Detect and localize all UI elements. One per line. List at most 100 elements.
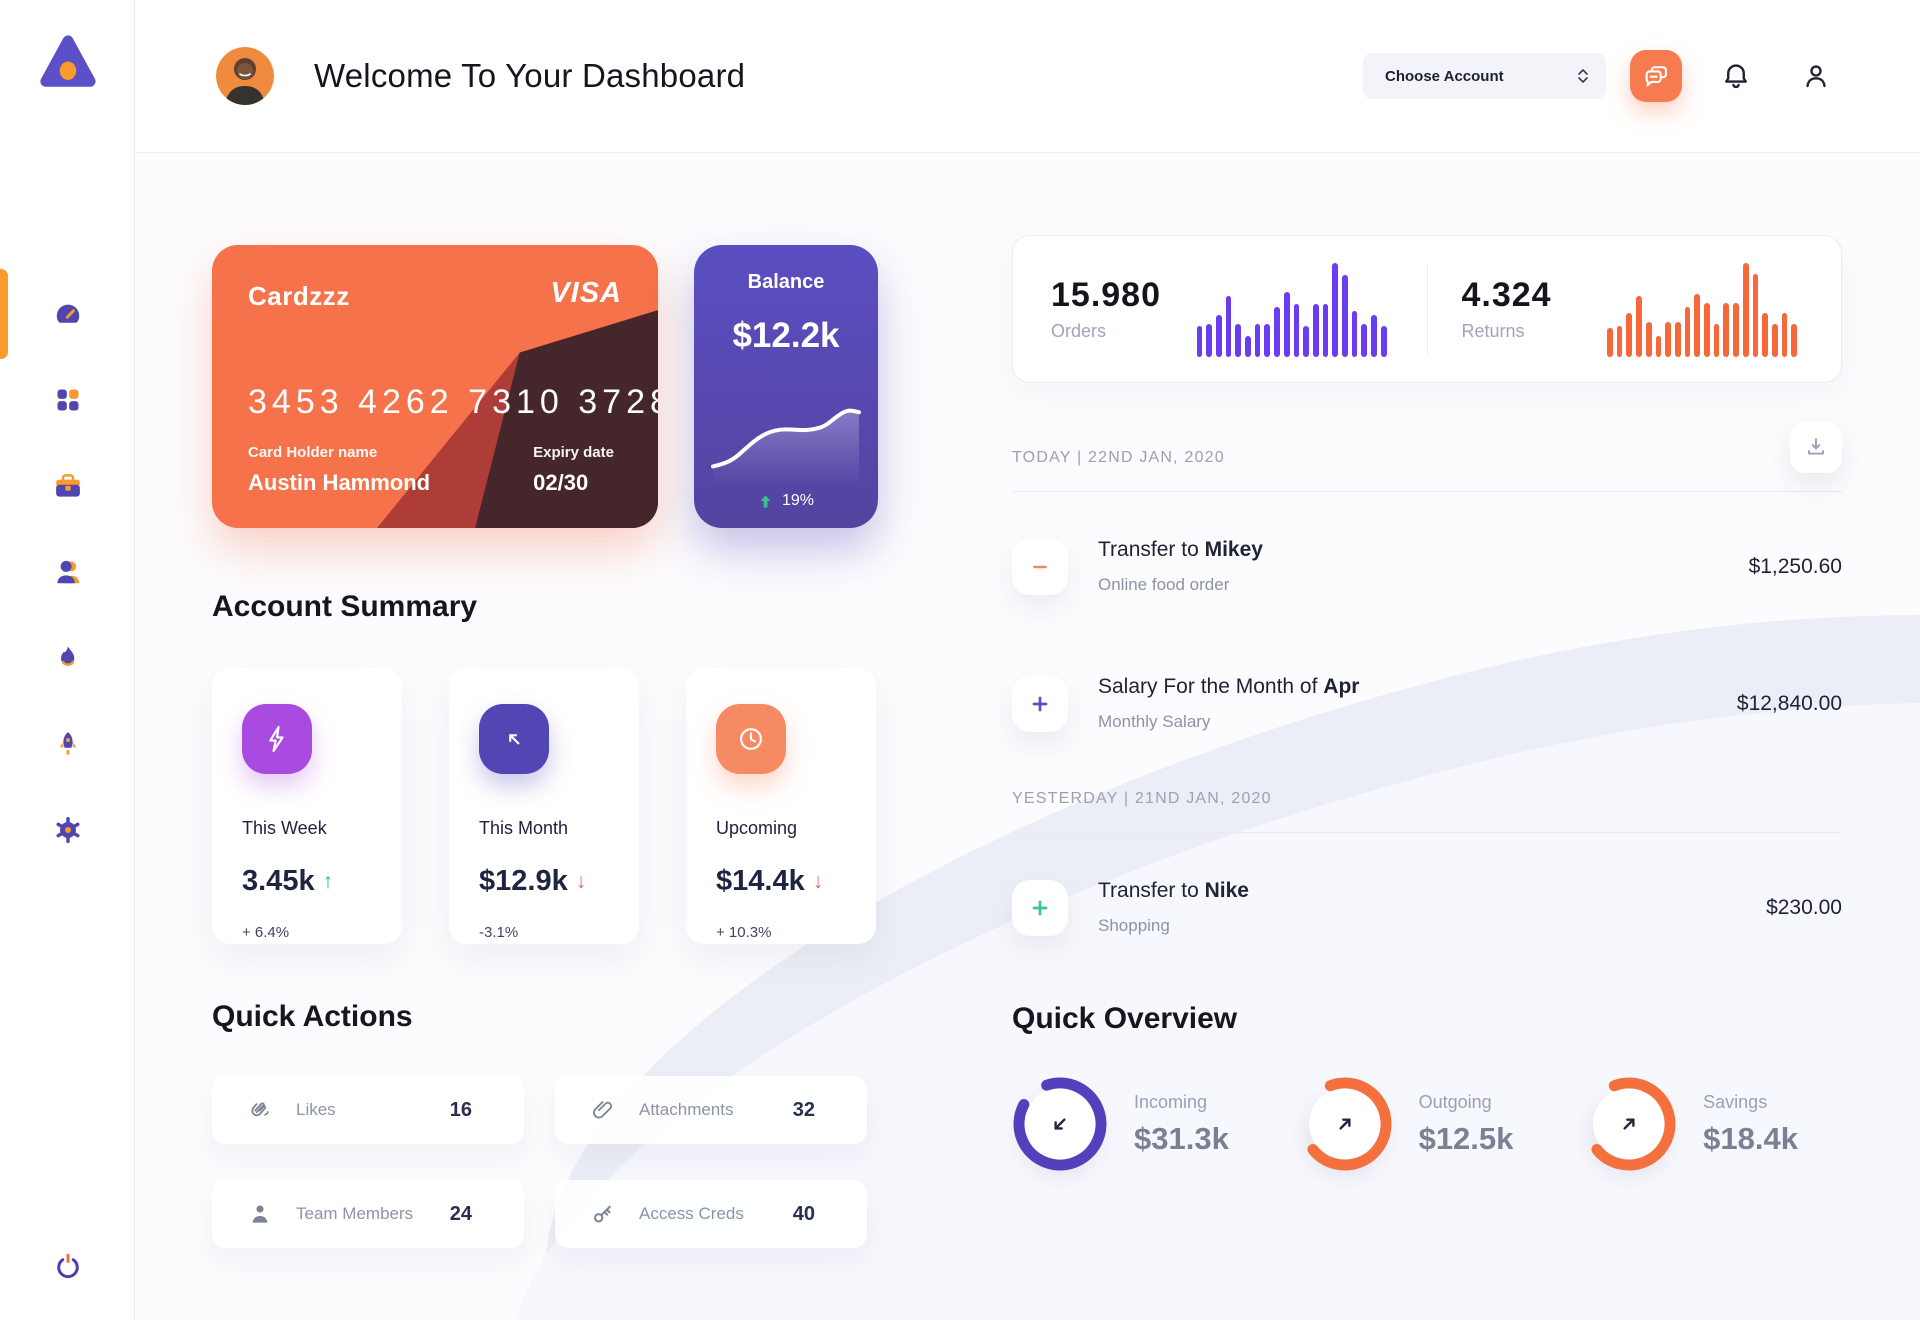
briefcase-icon (55, 474, 80, 497)
card-expiry-value: 02/30 (533, 470, 589, 495)
plus-icon (1012, 675, 1068, 732)
quick-action-likes[interactable]: Likes 16 (212, 1076, 524, 1144)
sidebar-item-team[interactable] (0, 543, 135, 601)
sidebar-item-dashboard[interactable] (0, 269, 135, 359)
quick-action-access-creds[interactable]: Access Creds 40 (555, 1180, 867, 1248)
transaction-subtitle: Monthly Salary (1098, 712, 1211, 731)
clock-icon (716, 704, 786, 774)
summary-delta: + 10.3% (716, 924, 772, 941)
logo-triangle-icon (39, 35, 96, 87)
trend-down-icon: ↓ (575, 869, 587, 893)
quick-action-label: Access Creds (639, 1204, 744, 1223)
visa-logo: VISA (550, 277, 622, 309)
balance-card: Balance $12.2k 19% (694, 245, 878, 528)
quick-action-label: Attachments (639, 1100, 734, 1119)
rocket-icon (59, 732, 76, 755)
transaction-row-salary[interactable]: Salary For the Month of Apr Monthly Sala… (1012, 675, 1842, 732)
overview-label: Outgoing (1418, 1091, 1492, 1112)
clap-icon (246, 1097, 274, 1123)
notifications-button[interactable] (1710, 50, 1762, 102)
savings-donut-chart (1581, 1076, 1677, 1172)
quick-action-count: 16 (449, 1098, 472, 1121)
card-holder-label: Card Holder name (248, 444, 378, 461)
transaction-amount: $12,840.00 (1736, 691, 1842, 715)
stats-divider (1426, 263, 1428, 355)
overview-value: $12.5k (1418, 1120, 1514, 1156)
key-icon (589, 1201, 617, 1227)
quick-action-label: Likes (296, 1100, 336, 1119)
returns-value: 4.324 (1461, 276, 1552, 314)
sidebar-item-apps[interactable] (0, 371, 135, 429)
orders-label: Orders (1051, 321, 1107, 341)
orders-mini-chart (1196, 261, 1387, 357)
summary-label: This Week (242, 818, 327, 838)
chat-icon (1645, 66, 1667, 88)
quick-actions-grid: Likes 16 Attachments 32 (212, 1076, 878, 1248)
trend-up-icon (760, 494, 771, 508)
right-column: 15.980 Orders 4.324 Returns TODAY | 22ND… (1012, 235, 1842, 1172)
account-selector[interactable]: Choose Account (1363, 53, 1606, 99)
messages-button[interactable] (1630, 50, 1682, 102)
sidebar-item-launch[interactable] (0, 715, 135, 773)
logout-button[interactable] (0, 1252, 135, 1282)
diagonal-arrow-icon (479, 704, 549, 774)
transaction-row-mikey[interactable]: Transfer to Mikey Online food order $1,2… (1012, 538, 1842, 595)
avatar-photo (216, 47, 274, 105)
today-date-label: TODAY | 22ND JAN, 2020 (1012, 449, 1225, 466)
balance-title: Balance (747, 271, 825, 293)
minus-icon (1012, 538, 1068, 595)
sidebar-nav (0, 269, 135, 887)
dashboard-icon (56, 304, 79, 323)
transaction-row-nike[interactable]: Transfer to Nike Shopping $230.00 (1012, 879, 1842, 936)
summary-cards: This Week 3.45k ↑ + 6.4% This Month $12.… (212, 668, 878, 944)
sidebar-item-trending[interactable] (0, 629, 135, 687)
account-summary-heading: Account Summary (212, 590, 478, 623)
summary-delta: -3.1% (479, 924, 519, 941)
quick-action-count: 24 (449, 1202, 472, 1225)
summary-value: $14.4k ↓ (716, 865, 824, 897)
summary-value: 3.45k ↑ (242, 865, 334, 897)
trend-down-icon: ↓ (812, 869, 824, 893)
page-title: Welcome To Your Dashboard (314, 57, 746, 94)
returns-label: Returns (1461, 321, 1525, 341)
app-logo (0, 32, 135, 94)
balance-sparkline-chart (711, 408, 861, 485)
divider (1012, 832, 1842, 833)
user-avatar (216, 47, 274, 105)
quick-action-count: 40 (792, 1202, 815, 1225)
returns-mini-chart (1607, 261, 1798, 357)
summary-card-upcoming: Upcoming $14.4k ↓ + 10.3% (686, 668, 876, 944)
profile-button[interactable] (1790, 50, 1842, 102)
summary-value: $12.9k ↓ (479, 865, 587, 897)
quick-actions-heading: Quick Actions (212, 1000, 413, 1033)
quick-action-count: 32 (792, 1098, 815, 1121)
card-holder: Card Holder name Austin Hammond (248, 444, 430, 496)
outgoing-donut-chart (1297, 1076, 1393, 1172)
orders-returns-card: 15.980 Orders 4.324 Returns (1012, 235, 1842, 383)
summary-card-month: This Month $12.9k ↓ -3.1% (449, 668, 639, 944)
card-holder-name: Austin Hammond (248, 470, 431, 495)
download-button[interactable] (1790, 421, 1842, 473)
header: Welcome To Your Dashboard Choose Account (136, 0, 1920, 153)
transaction-amount: $1,250.60 (1748, 554, 1842, 578)
arrow-up-right-icon (1623, 1118, 1635, 1130)
quick-overview-heading: Quick Overview (1012, 1002, 1238, 1035)
transaction-title: Transfer to Nike (1098, 879, 1249, 902)
arrow-down-left-icon (1054, 1118, 1066, 1130)
transaction-subtitle: Shopping (1098, 916, 1170, 935)
overview-value: $31.3k (1134, 1120, 1229, 1156)
summary-label: Upcoming (716, 818, 798, 838)
credit-card: Cardzzz VISA 3453 4262 7310 3728 Card Ho… (212, 245, 658, 528)
bolt-icon (242, 704, 312, 774)
sidebar-item-settings[interactable] (0, 801, 135, 859)
quick-action-attachments[interactable]: Attachments 32 (555, 1076, 867, 1144)
overview-label: Incoming (1134, 1091, 1208, 1112)
apps-grid-icon (57, 389, 78, 411)
quick-action-team-members[interactable]: Team Members 24 (212, 1180, 524, 1248)
team-icon (56, 560, 79, 584)
sidebar-item-briefcase[interactable] (0, 457, 135, 515)
user-icon (1806, 65, 1826, 88)
balance-value: $12.2k (732, 316, 840, 355)
cards-row: Cardzzz VISA 3453 4262 7310 3728 Card Ho… (212, 245, 878, 528)
